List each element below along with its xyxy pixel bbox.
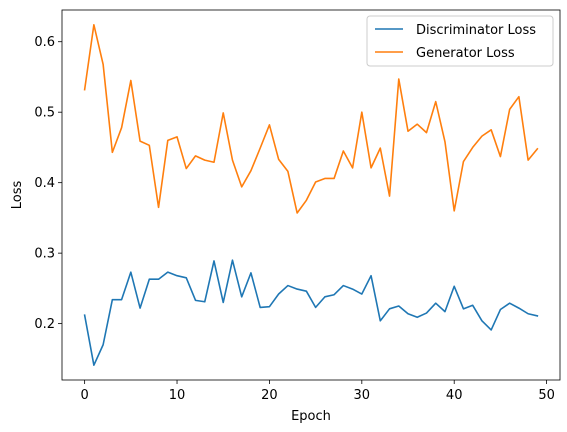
legend-box bbox=[366, 15, 554, 67]
series-line-generator-loss bbox=[83, 23, 539, 214]
plot-frame bbox=[61, 9, 561, 381]
y-tick-label: 0.5 bbox=[34, 106, 55, 121]
x-tick-label: 30 bbox=[354, 388, 371, 403]
x-tick-label: 40 bbox=[446, 388, 463, 403]
y-tick-label: 0.4 bbox=[34, 176, 55, 191]
y-axis-label: Loss bbox=[10, 181, 25, 210]
y-axis-ticks: 0.2 0.3 0.4 0.5 0.6 bbox=[34, 35, 62, 332]
legend-label-generator: Generator Loss bbox=[416, 46, 515, 61]
x-tick-label: 0 bbox=[80, 388, 88, 403]
x-axis-ticks: 0 10 20 30 40 50 bbox=[80, 380, 555, 403]
x-axis-label: Epoch bbox=[291, 409, 331, 424]
y-tick-label: 0.3 bbox=[34, 247, 55, 262]
x-tick-label: 50 bbox=[538, 388, 555, 403]
series-line-discriminator-loss bbox=[83, 259, 539, 367]
legend-label-discriminator: Discriminator Loss bbox=[416, 23, 536, 38]
y-tick-label: 0.2 bbox=[34, 317, 55, 332]
x-tick-label: 10 bbox=[169, 388, 186, 403]
y-tick-label: 0.6 bbox=[34, 35, 55, 50]
plot-background bbox=[62, 10, 560, 380]
x-tick-label: 20 bbox=[261, 388, 278, 403]
series-layer bbox=[83, 23, 539, 367]
legend: Discriminator Loss Generator Loss bbox=[366, 15, 554, 67]
